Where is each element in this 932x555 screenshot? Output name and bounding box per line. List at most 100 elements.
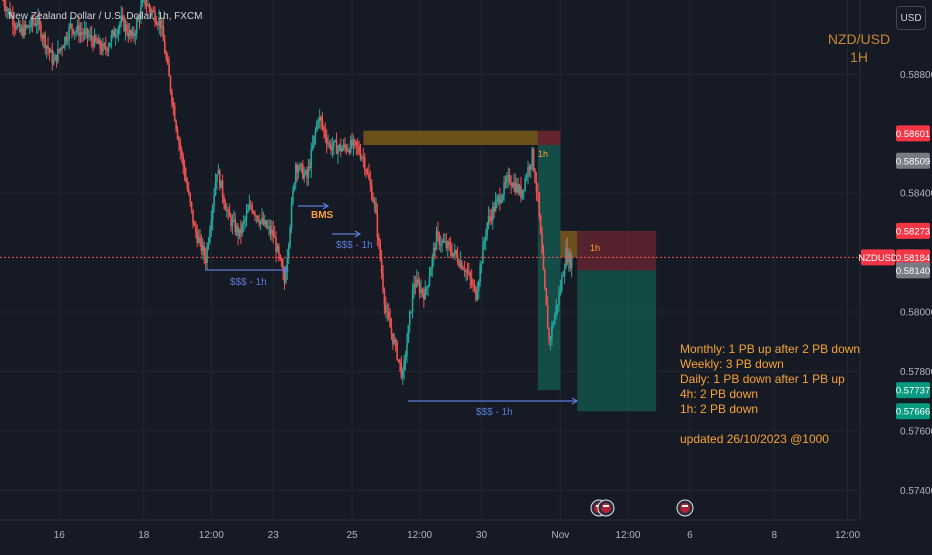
candle-body (256, 216, 259, 221)
candle-body (110, 34, 113, 43)
candle-body (235, 226, 238, 233)
candle-body (455, 250, 458, 256)
candle-body (12, 15, 14, 26)
candle-body (499, 195, 501, 203)
candle-body (52, 60, 55, 64)
currency-button[interactable]: USD (896, 6, 926, 30)
candle-body (30, 18, 32, 27)
candle-body (199, 237, 201, 239)
candle-body (303, 173, 306, 179)
candle-body (269, 226, 272, 234)
candle-body (85, 28, 87, 31)
candle-body (492, 206, 494, 221)
candle-body (365, 170, 367, 173)
candle-body (99, 39, 101, 49)
candle-body (126, 24, 128, 33)
candle-body (363, 157, 366, 171)
candle-body (382, 272, 384, 291)
candle-body (456, 255, 459, 263)
red-level-1-bg (896, 125, 930, 142)
candle-body (247, 209, 249, 213)
green-level-2-bg (896, 403, 930, 420)
note-4h: 4h: 2 PB down (680, 387, 759, 401)
candle-body (552, 324, 555, 326)
candle-body (416, 279, 418, 287)
candle-body (551, 325, 553, 339)
candle-body (113, 30, 115, 37)
candle-body (477, 281, 480, 292)
candle-body (413, 284, 415, 291)
candle-body (137, 17, 139, 21)
symbol-title[interactable]: New Zealand Dollar / U.S. Dollar, 1h, FX… (8, 11, 203, 22)
event-flag-3-icon-stripe (682, 505, 688, 507)
candle-body (548, 329, 550, 341)
candle-body (342, 144, 345, 149)
candle-body (542, 253, 545, 271)
candle-body (459, 261, 462, 267)
candle-body (449, 245, 452, 252)
candle-body (210, 220, 213, 231)
candle-body (438, 234, 441, 245)
supply-zone-1h-a-red (537, 130, 561, 146)
candle-body (418, 283, 421, 293)
candle-body (20, 28, 23, 33)
candle-body (330, 143, 332, 151)
candle-body (273, 236, 276, 238)
candle-body (458, 262, 460, 267)
candle-body (16, 24, 18, 29)
candle-body (158, 19, 161, 26)
candle-body (558, 292, 560, 305)
candle-body (252, 211, 255, 213)
candle-body (435, 231, 438, 251)
candle-body (544, 270, 546, 289)
candle-body (195, 225, 197, 233)
candle-body (480, 263, 483, 266)
candle-body (203, 245, 206, 256)
time-axis[interactable]: 16 18 12:00 23 25 12:00 30 Nov 12:00 6 8 12:00 (0, 519, 860, 541)
note-updated: updated 26/10/2023 @1000 (680, 432, 829, 446)
candle-body (348, 149, 351, 153)
candle-body (430, 268, 432, 277)
candle-body (323, 126, 325, 130)
candle-body (134, 34, 137, 36)
green-level-1-value: 0.57737 (896, 386, 930, 397)
candle-body (506, 177, 508, 183)
candle-body (300, 163, 303, 165)
candle-body (378, 237, 380, 241)
candle-body (404, 356, 407, 361)
candle-body (393, 339, 396, 344)
candle-body (152, 10, 155, 12)
candle-body (204, 255, 207, 263)
candle-body (465, 270, 467, 272)
candle-body (503, 182, 505, 196)
candle-body (566, 247, 569, 262)
candle-body (401, 370, 404, 378)
candle-body (245, 212, 248, 220)
candle-body (106, 49, 108, 52)
candle-body (559, 290, 562, 293)
candle-body (148, 4, 151, 9)
candle-body (359, 152, 362, 159)
candle-body (484, 235, 487, 241)
candle-body (127, 32, 130, 37)
candle-body (218, 170, 221, 188)
candle-body (254, 212, 256, 217)
candle-body (278, 246, 280, 255)
candle-body (220, 180, 222, 188)
candle-body (423, 293, 425, 300)
candle-body (349, 139, 352, 153)
candle-body (304, 170, 307, 174)
candle-body (66, 39, 69, 41)
candle-body (379, 240, 382, 260)
candle-body (131, 32, 134, 36)
candle-body (534, 169, 536, 182)
candle-body (520, 185, 522, 198)
candle-body (276, 246, 279, 253)
candle-body (54, 55, 56, 61)
candle-body (362, 157, 365, 159)
candle-body (513, 182, 515, 188)
candle-body (569, 252, 572, 269)
